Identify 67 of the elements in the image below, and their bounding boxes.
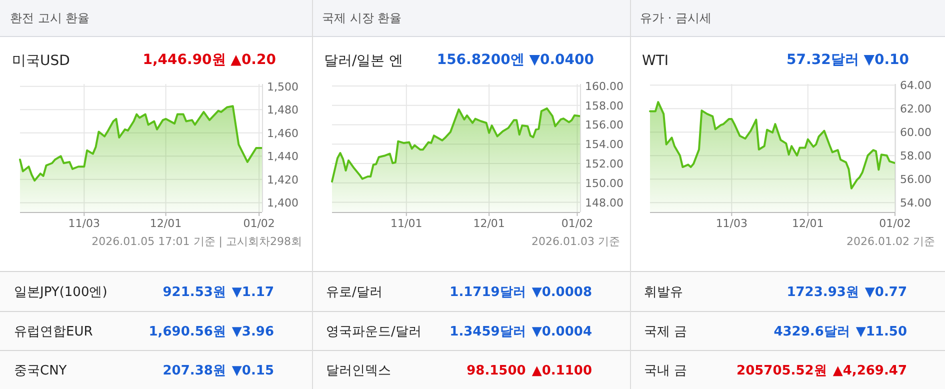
text: ▼0.15 [232, 364, 274, 378]
y-tick-label: 1,440 [267, 150, 298, 164]
text: ▲4,269.47 [832, 364, 907, 378]
text: 영국파운드/달러 [326, 324, 422, 340]
y-tick-label: 1,420 [267, 173, 298, 186]
y-tick-label: 152.00 [585, 158, 624, 171]
chart-title: 유가 · 금시세 [640, 11, 712, 25]
chart-title: 환전 고시 환율 [10, 11, 90, 25]
text: ▲0.1100 [532, 364, 592, 378]
text: 일본JPY(100엔) [14, 285, 108, 300]
y-tick-label: 1,480 [267, 104, 298, 117]
x-tick-label: 11/03 [68, 217, 100, 230]
y-tick-label: 1,400 [267, 196, 298, 210]
text: 205705.52원 [736, 364, 827, 378]
y-tick-label: 158.00 [585, 99, 624, 112]
y-tick-label: 60.00 [900, 126, 932, 140]
x-tick-label: 12/01 [473, 217, 505, 230]
x-tick-label: 12/01 [792, 217, 824, 230]
text: 57.32달러 ▼0.10 [786, 52, 910, 68]
text: 국제 금 [644, 324, 688, 340]
y-tick-label: 62.00 [900, 102, 932, 116]
text: 207.38원 [162, 364, 226, 378]
y-tick-label: 54.00 [900, 196, 932, 210]
text: 2026.01.03 기준 [532, 235, 620, 248]
x-tick-label: 11/03 [716, 217, 748, 230]
y-tick-label: 160.00 [585, 80, 624, 93]
y-tick-label: 56.00 [900, 173, 932, 186]
y-tick-label: 150.00 [585, 176, 624, 190]
x-tick-label: 11/01 [390, 217, 422, 230]
text: 1723.93원 [786, 285, 859, 300]
text: 달러인덱스 [326, 364, 391, 378]
y-tick-label: 1,460 [267, 126, 298, 140]
text: 유럽연합EUR [14, 324, 93, 340]
text: 국내 금 [644, 364, 688, 378]
text: ▼3.96 [232, 324, 274, 340]
y-tick-label: 148.00 [585, 196, 624, 210]
text: ▼0.0008 [532, 285, 592, 300]
text: 1.3459달러 [450, 324, 526, 340]
x-tick-label: 01/02 [879, 217, 911, 230]
chart-subtitle: 미국USD [12, 53, 70, 69]
text: 2026.01.05 17:01 기준 | 고시회차298회 [92, 235, 302, 248]
text: 1,446.90원 ▲0.20 [142, 52, 276, 68]
text: 유로/달러 [326, 285, 382, 300]
chart-title: 국제 시장 환율 [322, 11, 402, 25]
y-tick-label: 64.00 [900, 79, 932, 92]
text: ▼0.0004 [532, 324, 592, 340]
x-tick-label: 01/02 [243, 217, 275, 230]
text: 1.1719달러 [450, 285, 526, 300]
y-tick-label: 154.00 [585, 138, 624, 152]
x-tick-label: 12/01 [150, 217, 182, 230]
text: 4329.6달러 [774, 324, 850, 340]
text: ▼11.50 [856, 324, 907, 340]
chart-subtitle: 달러/일본 엔 [324, 53, 404, 69]
text: ▼0.77 [864, 285, 907, 300]
text: ▼1.17 [232, 285, 274, 300]
y-tick-label: 58.00 [900, 150, 932, 163]
text: 156.8200엔 ▼0.0400 [436, 52, 594, 68]
y-tick-label: 156.00 [585, 118, 624, 132]
text: 1,690.56원 [148, 324, 226, 340]
y-tick-label: 1,500 [267, 80, 298, 94]
text: 중국CNY [14, 364, 67, 378]
x-tick-label: 01/02 [561, 217, 594, 230]
text: 휘발유 [644, 285, 683, 300]
text: 2026.01.02 기준 [846, 235, 935, 248]
chart-subtitle: WTI [642, 53, 669, 69]
text: 98.1500 [466, 364, 526, 378]
text: 921.53원 [162, 285, 226, 300]
